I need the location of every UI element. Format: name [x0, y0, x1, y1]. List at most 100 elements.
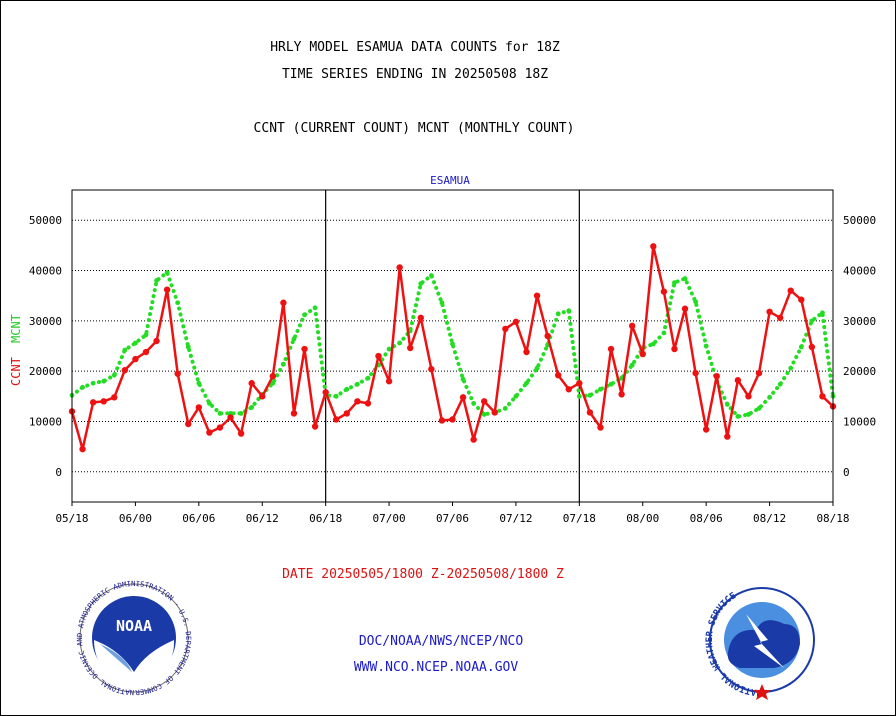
- data-point: [523, 348, 530, 356]
- x-tick-label: 07/12: [499, 512, 532, 525]
- y-tick-label-right: 0: [843, 466, 850, 479]
- data-point: [820, 310, 825, 316]
- data-point: [650, 243, 657, 250]
- noaa-seal-text: NATIONAL OCEANIC AND ATMOSPHERIC ADMINIS…: [0, 0, 193, 697]
- data-point: [628, 322, 636, 330]
- x-tick-label: 06/06: [182, 512, 215, 525]
- data-point: [524, 380, 529, 386]
- data-point: [290, 410, 298, 417]
- data-point: [746, 412, 751, 417]
- y-label-mcnt: MCNT: [9, 314, 23, 343]
- x-tick-label: 06/12: [246, 512, 279, 525]
- y-axis-label-group: CCNT MCNT: [9, 314, 23, 386]
- data-point: [565, 386, 572, 393]
- data-point: [809, 318, 815, 324]
- data-point: [470, 436, 477, 443]
- data-point: [385, 378, 393, 385]
- y-ticks-right: 0 10000 20000 30000 40000 50000: [843, 214, 876, 479]
- day-dividers: [325, 190, 580, 502]
- data-point: [79, 445, 86, 453]
- data-point: [280, 361, 286, 367]
- data-point: [671, 345, 678, 353]
- data-point: [90, 380, 96, 386]
- data-point: [216, 424, 224, 431]
- series-mcnt: [69, 269, 836, 419]
- data-point: [734, 377, 742, 384]
- data-point: [407, 344, 414, 352]
- data-point: [471, 400, 477, 406]
- data-point: [175, 300, 181, 306]
- data-point: [629, 362, 635, 368]
- data-point: [428, 365, 435, 373]
- data-point: [291, 336, 297, 342]
- data-point: [206, 429, 213, 436]
- data-point: [438, 417, 446, 424]
- data-point: [132, 355, 139, 363]
- data-point: [259, 393, 266, 400]
- data-point: [154, 278, 159, 283]
- data-point: [554, 371, 562, 379]
- title-line1: HRLY MODEL ESAMUA DATA COUNTS for 18Z: [270, 40, 560, 55]
- data-point: [533, 292, 541, 299]
- data-point: [512, 318, 520, 326]
- data-point: [386, 346, 392, 352]
- data-point: [195, 404, 203, 411]
- data-point: [672, 280, 677, 285]
- plot-title: ESAMUA: [430, 174, 470, 187]
- data-point: [576, 393, 582, 399]
- data-point: [397, 340, 403, 346]
- data-point: [745, 393, 752, 400]
- data-point: [598, 386, 603, 392]
- data-point: [702, 426, 710, 433]
- data-point: [343, 410, 351, 417]
- data-point: [449, 416, 456, 423]
- nws-logo: NATIONAL WEATHER SERVICE: [705, 587, 815, 700]
- data-point: [693, 299, 698, 305]
- data-point: [174, 370, 181, 377]
- y-tick-label-left: 10000: [29, 415, 62, 428]
- noaa-logo-text: NOAA: [116, 617, 152, 635]
- data-point: [692, 369, 699, 377]
- data-point: [439, 300, 445, 306]
- data-point: [566, 308, 572, 314]
- series-layer: [68, 243, 837, 453]
- y-tick-label-left: 20000: [29, 365, 62, 378]
- data-point: [491, 409, 498, 416]
- noaa-logo: NATIONAL OCEANIC AND ATMOSPHERIC ADMINIS…: [0, 0, 193, 697]
- data-point: [428, 273, 434, 278]
- y-tick-label-left: 50000: [29, 214, 62, 227]
- data-point: [217, 411, 223, 416]
- data-point: [142, 348, 150, 356]
- data-point: [333, 416, 340, 423]
- data-point: [322, 389, 329, 396]
- data-point: [808, 343, 816, 351]
- data-point: [767, 394, 772, 400]
- data-point: [576, 380, 583, 387]
- data-point: [196, 380, 202, 386]
- data-point: [777, 381, 783, 387]
- data-point: [713, 372, 720, 380]
- data-point: [766, 308, 773, 315]
- data-point: [417, 314, 424, 322]
- data-point: [481, 412, 487, 417]
- x-tick-label: 07/18: [563, 512, 596, 525]
- data-point: [788, 365, 794, 371]
- data-point: [153, 337, 160, 345]
- data-point: [396, 264, 403, 271]
- data-point: [513, 393, 519, 399]
- data-point: [660, 288, 668, 295]
- data-point: [724, 401, 730, 407]
- data-point: [776, 314, 784, 322]
- data-point: [703, 343, 709, 349]
- data-point: [534, 365, 540, 371]
- y-tick-label-right: 20000: [843, 365, 876, 378]
- data-point: [354, 398, 361, 405]
- y-tick-label-left: 30000: [29, 315, 62, 328]
- data-point: [301, 345, 308, 353]
- data-point: [819, 393, 826, 400]
- x-tick-label: 06/18: [309, 512, 342, 525]
- x-tick-label: 05/18: [55, 512, 88, 525]
- data-point: [555, 311, 561, 317]
- website-link[interactable]: WWW.NCO.NCEP.NOAA.GOV: [354, 660, 519, 675]
- data-point: [280, 299, 287, 306]
